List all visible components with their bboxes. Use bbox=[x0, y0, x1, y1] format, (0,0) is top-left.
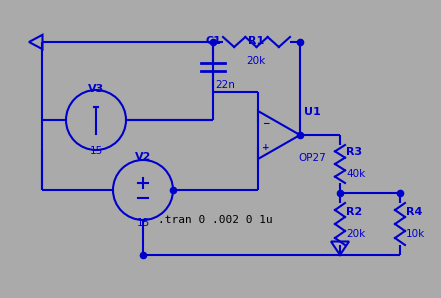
Text: 40k: 40k bbox=[346, 169, 365, 179]
Text: −: − bbox=[262, 119, 269, 128]
Text: V3: V3 bbox=[88, 84, 104, 94]
Text: 20k: 20k bbox=[346, 229, 365, 239]
Text: OP27: OP27 bbox=[298, 153, 326, 163]
Text: 20k: 20k bbox=[247, 56, 265, 66]
Text: U1: U1 bbox=[304, 107, 321, 117]
Text: .tran 0 .002 0 1u: .tran 0 .002 0 1u bbox=[158, 215, 273, 225]
Text: R2: R2 bbox=[346, 207, 362, 217]
Text: +: + bbox=[262, 142, 269, 151]
Text: R3: R3 bbox=[346, 147, 362, 157]
Text: 15: 15 bbox=[90, 146, 103, 156]
Text: C1: C1 bbox=[205, 36, 221, 46]
Text: 22n: 22n bbox=[215, 80, 235, 90]
Text: 10k: 10k bbox=[406, 229, 425, 239]
Text: R4: R4 bbox=[406, 207, 422, 217]
Text: 15: 15 bbox=[136, 218, 149, 228]
Text: R1: R1 bbox=[248, 36, 264, 46]
Text: V2: V2 bbox=[135, 152, 151, 162]
